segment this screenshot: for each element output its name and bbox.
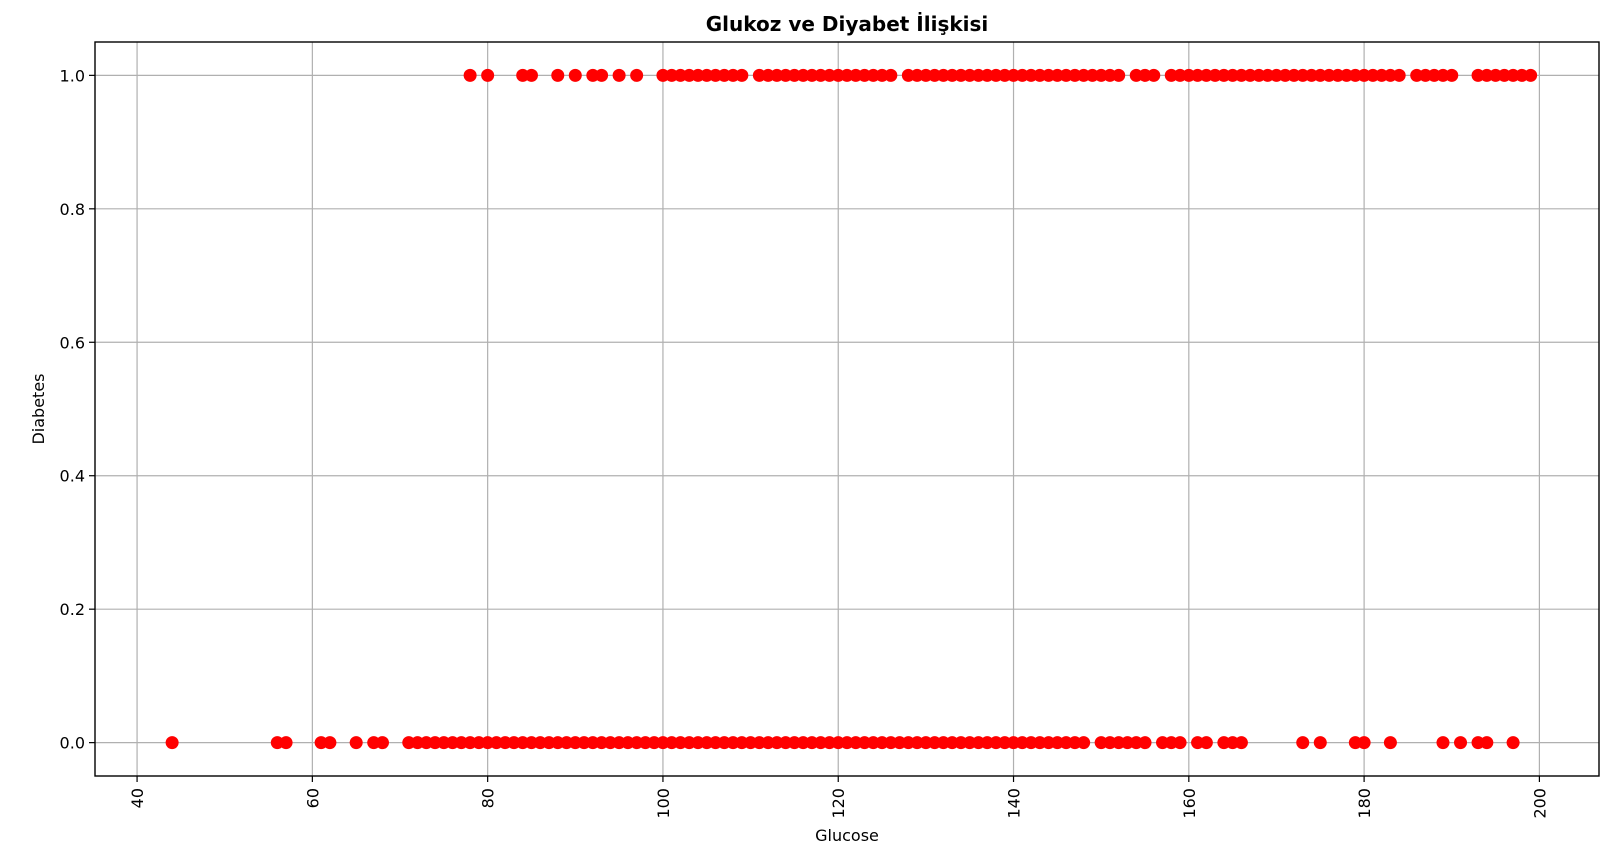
- data-point: [279, 736, 293, 750]
- data-point: [1506, 736, 1520, 750]
- data-point: [551, 68, 565, 82]
- data-point: [630, 68, 644, 82]
- data-point: [1138, 736, 1152, 750]
- data-points: [165, 68, 1538, 750]
- plot-frame: [94, 41, 1600, 777]
- x-tick-label: 120: [829, 788, 848, 819]
- data-point: [735, 68, 749, 82]
- data-point: [463, 68, 477, 82]
- x-tick-label: 60: [303, 788, 322, 808]
- y-axis-label: Diabetes: [29, 373, 48, 444]
- y-tick-label: 0.2: [60, 600, 85, 619]
- data-point: [1296, 736, 1310, 750]
- x-tick-label: 200: [1530, 788, 1549, 819]
- chart-title: Glukoz ve Diyabet İlişkisi: [706, 12, 989, 36]
- data-point: [612, 68, 626, 82]
- data-point: [323, 736, 337, 750]
- data-point: [1454, 736, 1468, 750]
- y-tick-label: 0.6: [60, 333, 85, 352]
- x-tick-label: 140: [1005, 788, 1024, 819]
- data-point: [1147, 68, 1161, 82]
- x-tick-label: 80: [479, 788, 498, 808]
- data-point: [1112, 68, 1126, 82]
- y-tick-label: 1.0: [60, 66, 85, 85]
- data-point: [1199, 736, 1213, 750]
- data-point: [568, 68, 582, 82]
- data-point: [595, 68, 609, 82]
- data-point: [884, 68, 898, 82]
- x-tick-label: 160: [1180, 788, 1199, 819]
- x-axis-label: Glucose: [815, 826, 879, 842]
- data-point: [481, 68, 495, 82]
- data-point: [1357, 736, 1371, 750]
- x-tick-label: 100: [654, 788, 673, 819]
- y-tick-label: 0.0: [60, 734, 85, 753]
- y-tick-label: 0.8: [60, 200, 85, 219]
- data-point: [1313, 736, 1327, 750]
- data-point: [1436, 736, 1450, 750]
- y-tick-label: 0.4: [60, 467, 85, 486]
- x-tick-label: 40: [128, 788, 147, 808]
- data-point: [165, 736, 179, 750]
- data-point: [1383, 736, 1397, 750]
- data-point: [1173, 736, 1187, 750]
- axis-ticks: 40 60 80 100 120 140 160 180 200 0.0 0.2 0.4 0.6 0.8 1…: [60, 66, 1550, 818]
- data-point: [524, 68, 538, 82]
- data-point: [1077, 736, 1091, 750]
- data-point: [375, 736, 389, 750]
- data-point: [349, 736, 363, 750]
- data-point: [1392, 68, 1406, 82]
- grid-lines: [95, 42, 1599, 776]
- data-point: [1480, 736, 1494, 750]
- x-tick-label: 180: [1355, 788, 1374, 819]
- data-point: [1445, 68, 1459, 82]
- data-point: [1524, 68, 1538, 82]
- data-point: [1234, 736, 1248, 750]
